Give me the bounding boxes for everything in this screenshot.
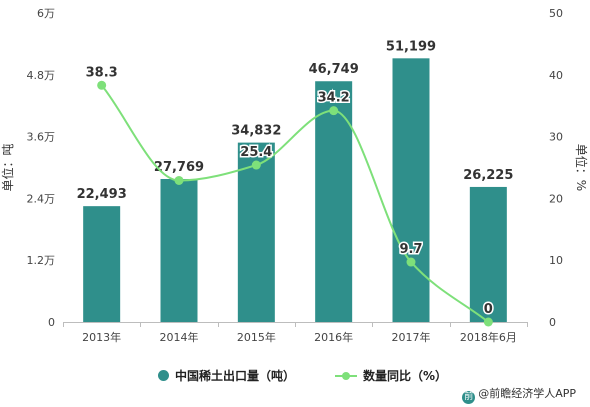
- y-tick-label: 2.4万: [27, 192, 56, 205]
- y2-axis-title: 单位：%: [574, 144, 589, 191]
- line-data-label: 9.7: [399, 242, 422, 257]
- source-credit: 前 @前瞻经济学人APP: [462, 385, 576, 404]
- plot-area: 0 1.2万 2.4万 3.6万 4.8万 6万 0 10 20 30 40 50 单位：吨 单位：% 20…: [0, 7, 589, 344]
- legend-swatch-line: [335, 370, 357, 381]
- chart: 0 1.2万 2.4万 3.6万 4.8万 6万 0 10 20 30 40 50 单位：吨 单位：% 20…: [0, 7, 589, 344]
- y-axis-title: 单位：吨: [0, 143, 15, 191]
- line-point: [97, 80, 107, 90]
- x-tick-label: 2014年: [160, 330, 199, 344]
- legend-swatch-bar: [158, 370, 169, 381]
- line-point: [483, 317, 493, 327]
- legend-item-bar: 中国稀土出口量（吨）: [158, 367, 295, 384]
- bar-data-label: 27,769: [154, 160, 204, 175]
- legend-label-line: 数量同比（%）: [363, 369, 448, 383]
- bar: [315, 81, 353, 323]
- bar-data-label: 22,493: [77, 187, 127, 202]
- x-tick-label: 2018年6月: [460, 330, 517, 344]
- y-tick-label: 6万: [37, 7, 55, 20]
- y-tick-label: 0: [48, 316, 55, 329]
- y-tick-label: 3.6万: [27, 131, 56, 144]
- x-tick-label: 2016年: [314, 330, 353, 344]
- line-point: [329, 106, 339, 116]
- x-tick-label: 2015年: [237, 330, 276, 344]
- bar-data-label: 34,832: [231, 124, 281, 139]
- legend: 中国稀土出口量（吨） 数量同比（%）: [0, 367, 590, 387]
- line-data-label: 25.4: [240, 145, 272, 160]
- y-tick-label: 1.2万: [27, 254, 56, 267]
- line-point: [406, 257, 416, 267]
- line-point: [251, 160, 261, 170]
- y2-tick-label: 30: [549, 131, 563, 144]
- legend-label-bar: 中国稀土出口量（吨）: [175, 369, 296, 383]
- legend-item-line: 数量同比（%）: [335, 367, 447, 384]
- y2-tick-label: 0: [549, 316, 556, 329]
- y2-tick-label: 10: [549, 254, 563, 267]
- y-tick-label: 4.8万: [27, 69, 56, 82]
- bar-data-label: 46,749: [309, 62, 359, 77]
- y2-tick-label: 20: [549, 192, 563, 205]
- y2-tick-label: 40: [549, 69, 563, 82]
- y2-tick-label: 50: [549, 7, 563, 20]
- line-data-label: 38.3: [86, 65, 118, 80]
- line-data-label: 34.2: [318, 91, 350, 106]
- bar: [392, 58, 430, 323]
- line-point: [174, 175, 184, 185]
- bar: [160, 178, 198, 322]
- line-series: [100, 84, 489, 323]
- line-data-label: 0: [484, 302, 493, 317]
- source-logo-icon: 前: [462, 391, 476, 404]
- bar: [237, 142, 275, 322]
- source-text: @前瞻经济学人APP: [478, 387, 576, 400]
- bar-data-label: 51,199: [386, 39, 436, 54]
- x-tick-label: 2013年: [82, 330, 121, 344]
- bar: [83, 206, 121, 322]
- bar-data-label: 26,225: [463, 168, 513, 183]
- bar: [469, 186, 507, 322]
- x-tick-label: 2017年: [392, 330, 431, 344]
